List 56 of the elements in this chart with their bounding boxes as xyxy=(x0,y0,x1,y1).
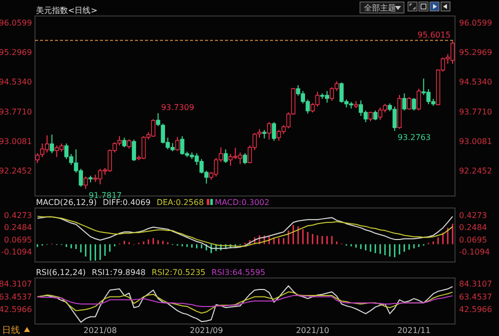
y-tick-label: -0.1094 xyxy=(1,248,32,257)
candlestick xyxy=(267,122,272,140)
annotation: 91.7817 xyxy=(88,190,122,200)
text: DEA:0.2568 xyxy=(156,198,204,207)
candlestick xyxy=(127,138,132,150)
y2-tick-label: 96.0599 xyxy=(459,18,492,28)
y2-tick-label: 63.4537 xyxy=(459,292,492,302)
chart-title: RSI(6,12,24) xyxy=(36,268,86,277)
series-label: RSI1:79.8948 xyxy=(92,268,146,277)
candlestick xyxy=(412,98,416,111)
legend-label: MACD:0.3002 xyxy=(214,198,270,207)
candlestick xyxy=(224,148,228,164)
y2-tick-label: 42.5966 xyxy=(459,304,492,314)
y2-tick-label: 93.7710 xyxy=(459,107,492,116)
chart-title: MACD(26,12,9) xyxy=(36,198,97,207)
candlestick xyxy=(402,92,406,111)
y2-tick-label: 95.2969 xyxy=(459,48,492,58)
y-tick-label: 0.0695 xyxy=(4,235,32,244)
line-series xyxy=(36,295,454,307)
line-series xyxy=(36,291,454,314)
x-tick-label: 2021/09 xyxy=(190,326,223,335)
y2-tick-label: 0.4273 xyxy=(459,210,487,220)
text: DIFF:0.4069 xyxy=(102,198,151,207)
x-tick-label: 2021/08 xyxy=(84,326,117,335)
text: 日线 xyxy=(2,325,20,336)
text: RSI2:70.5235 xyxy=(152,268,206,277)
candlestick xyxy=(368,111,373,122)
candlestick xyxy=(272,122,276,142)
annotation: 93.7309 xyxy=(161,103,194,112)
annotation: 95.6015 xyxy=(417,30,451,40)
y2-tick-label: 0.0695 xyxy=(459,235,487,244)
y2-tick-label: 0.2484 xyxy=(459,223,487,232)
text: RSI3:64.5595 xyxy=(212,268,266,277)
y-tick-label: 0.2484 xyxy=(4,223,32,232)
candlestick xyxy=(50,134,54,154)
candlestick xyxy=(35,152,40,164)
candlestick xyxy=(373,110,378,121)
y2-tick-label: 94.5340 xyxy=(459,78,492,87)
candlestick xyxy=(156,112,160,127)
chart-title: 美元指数<日线> xyxy=(36,6,98,15)
candlestick xyxy=(132,139,136,162)
candlestick xyxy=(407,96,412,110)
candlestick xyxy=(175,136,180,152)
y2-tick-label: 84.3107 xyxy=(459,280,492,289)
y2-tick-label: -0.1094 xyxy=(459,248,490,257)
x-tick-label: 2021/11 xyxy=(397,326,431,335)
candlestick xyxy=(84,176,88,190)
candlestick xyxy=(242,152,248,165)
y2-tick-label: 93.0081 xyxy=(459,137,492,146)
candlestick xyxy=(122,137,126,148)
x-tick-label: 2021/10 xyxy=(296,326,330,335)
y2-tick-label: 92.2452 xyxy=(459,166,492,176)
y-tick-label: 0.4273 xyxy=(4,210,32,220)
text: 全部主题 xyxy=(364,4,396,12)
annotation: 93.2763 xyxy=(398,132,431,142)
candlestick xyxy=(416,88,421,111)
